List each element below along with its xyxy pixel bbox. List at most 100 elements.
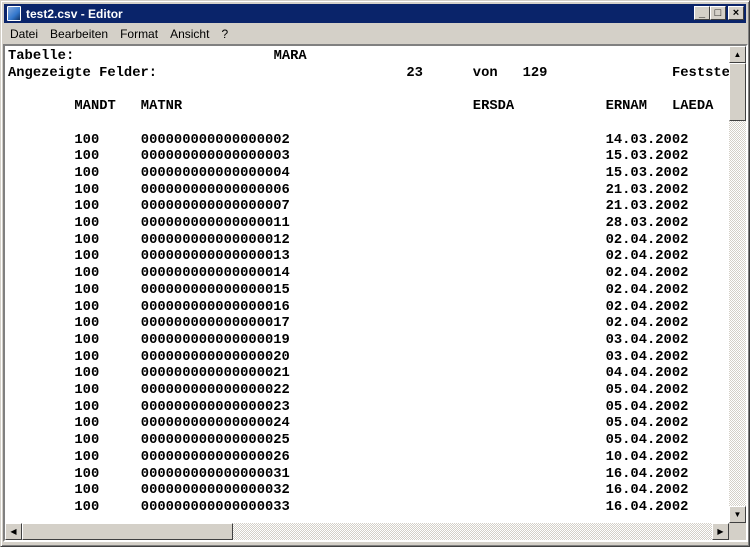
date-cell: 21.03.2002 — [605, 199, 689, 215]
matnr-cell: 000000000000000003 — [140, 149, 290, 165]
date-cell: 02.04.2002 — [605, 249, 689, 265]
column-header-ernam: ERNAM — [605, 99, 647, 115]
matnr-cell: 000000000000000002 — [140, 132, 290, 148]
mandt-cell: 100 — [74, 366, 100, 382]
mandt-cell: 100 — [74, 349, 100, 365]
header-text: 23 — [406, 65, 423, 81]
mandt-cell: 100 — [74, 499, 100, 515]
scroll-up-arrow-icon[interactable]: ▲ — [729, 46, 746, 63]
matnr-cell: 000000000000000033 — [140, 499, 290, 515]
date-cell: 21.03.2002 — [605, 182, 689, 198]
date-cell: 02.04.2002 — [605, 232, 689, 248]
mandt-cell: 100 — [74, 232, 100, 248]
scroll-down-arrow-icon[interactable]: ▼ — [729, 506, 746, 523]
menu-bar: Datei Bearbeiten Format Ansicht ? — [4, 24, 234, 43]
mandt-cell: 100 — [74, 299, 100, 315]
date-cell: 05.04.2002 — [605, 383, 689, 398]
matnr-cell: 000000000000000032 — [140, 483, 290, 499]
date-cell: 14.03.2002 — [605, 132, 689, 148]
menu-format[interactable]: Format — [120, 26, 159, 41]
mandt-cell: 100 — [74, 449, 100, 465]
matnr-cell: 000000000000000022 — [140, 383, 290, 398]
matnr-cell: 000000000000000013 — [140, 249, 290, 265]
close-button[interactable]: × — [728, 6, 744, 20]
date-cell: 03.04.2002 — [605, 332, 689, 348]
column-header-matnr: MATNR — [140, 99, 183, 115]
mandt-cell: 100 — [74, 249, 100, 265]
menu-help[interactable]: ? — [221, 26, 229, 41]
matnr-cell: 000000000000000023 — [140, 399, 290, 415]
matnr-cell: 000000000000000024 — [140, 416, 290, 432]
maximize-button[interactable]: □ — [710, 6, 726, 20]
mandt-cell: 100 — [74, 416, 100, 432]
date-cell: 02.04.2002 — [605, 299, 689, 315]
date-cell: 05.04.2002 — [605, 399, 689, 415]
window-title: test2.csv - Editor — [26, 6, 123, 21]
matnr-cell: 000000000000000012 — [140, 232, 290, 248]
matnr-cell: 000000000000000019 — [140, 332, 290, 348]
mandt-cell: 100 — [74, 332, 100, 348]
vertical-scrollbar[interactable]: ▲ ▼ — [729, 46, 746, 523]
column-header-ersda: ERSDA — [472, 99, 515, 115]
header-text: MARA — [273, 49, 307, 64]
date-cell: 16.04.2002 — [605, 499, 689, 515]
matnr-cell: 000000000000000021 — [140, 366, 290, 382]
resize-grip-icon[interactable] — [729, 523, 746, 540]
date-cell: 15.03.2002 — [605, 165, 689, 181]
date-cell: 04.04.2002 — [605, 366, 689, 382]
mandt-cell: 100 — [74, 466, 100, 482]
horizontal-scroll-thumb[interactable] — [22, 523, 233, 540]
mandt-cell: 100 — [74, 433, 100, 449]
mandt-cell: 100 — [74, 316, 100, 332]
mandt-cell: 100 — [74, 182, 100, 198]
date-cell: 16.04.2002 — [605, 483, 689, 499]
matnr-cell: 000000000000000014 — [140, 266, 290, 282]
date-cell: 02.04.2002 — [605, 282, 689, 298]
scroll-left-arrow-icon[interactable]: ◀ — [5, 523, 22, 540]
date-cell: 28.03.2002 — [605, 216, 689, 231]
matnr-cell: 000000000000000016 — [140, 299, 290, 315]
minimize-button[interactable]: _ — [694, 6, 710, 20]
mandt-cell: 100 — [74, 132, 100, 148]
matnr-cell: 000000000000000015 — [140, 282, 290, 298]
mandt-cell: 100 — [74, 383, 100, 398]
date-cell: 02.04.2002 — [605, 266, 689, 282]
matnr-cell: 000000000000000020 — [140, 349, 290, 365]
date-cell: 05.04.2002 — [605, 433, 689, 449]
scroll-right-arrow-icon[interactable]: ▶ — [712, 523, 729, 540]
mandt-cell: 100 — [74, 483, 100, 499]
vertical-scroll-thumb[interactable] — [729, 63, 746, 121]
matnr-cell: 000000000000000004 — [140, 165, 290, 181]
header-text: 129 — [522, 65, 548, 81]
menu-datei[interactable]: Datei — [10, 26, 39, 41]
mandt-cell: 100 — [74, 399, 100, 415]
header-text: von — [472, 65, 498, 81]
date-cell: 03.04.2002 — [605, 349, 689, 365]
mandt-cell: 100 — [74, 165, 100, 181]
title-bar[interactable]: test2.csv - Editor _ □ × — [4, 4, 746, 23]
matnr-cell: 000000000000000017 — [140, 316, 290, 332]
notepad-icon — [7, 6, 21, 21]
matnr-cell: 000000000000000025 — [140, 433, 290, 449]
mandt-cell: 100 — [74, 266, 100, 282]
date-cell: 16.04.2002 — [605, 466, 689, 482]
matnr-cell: 000000000000000031 — [140, 466, 290, 482]
document-text[interactable]: Tabelle: MARA Angezeigte Felder: 23 von 129 Fe… — [8, 47, 730, 522]
matnr-cell: 000000000000000006 — [140, 182, 290, 198]
matnr-cell: 000000000000000007 — [140, 199, 290, 215]
date-cell: 10.04.2002 — [605, 449, 689, 465]
header-text: Angezeigte Felder: — [8, 65, 158, 81]
column-header-mandt: MANDT — [74, 99, 116, 115]
menu-bearbeiten[interactable]: Bearbeiten — [50, 26, 109, 41]
header-text: Tabelle: — [8, 49, 75, 64]
mandt-cell: 100 — [74, 199, 100, 215]
mandt-cell: 100 — [74, 216, 100, 231]
mandt-cell: 100 — [74, 282, 100, 298]
date-cell: 15.03.2002 — [605, 149, 689, 165]
text-area[interactable]: Tabelle: MARA Angezeigte Felder: 23 von 129 Fe… — [3, 44, 748, 542]
horizontal-scrollbar[interactable]: ◀ ▶ — [5, 523, 729, 540]
mandt-cell: 100 — [74, 149, 100, 165]
menu-ansicht[interactable]: Ansicht — [170, 26, 210, 41]
date-cell: 02.04.2002 — [605, 316, 689, 332]
